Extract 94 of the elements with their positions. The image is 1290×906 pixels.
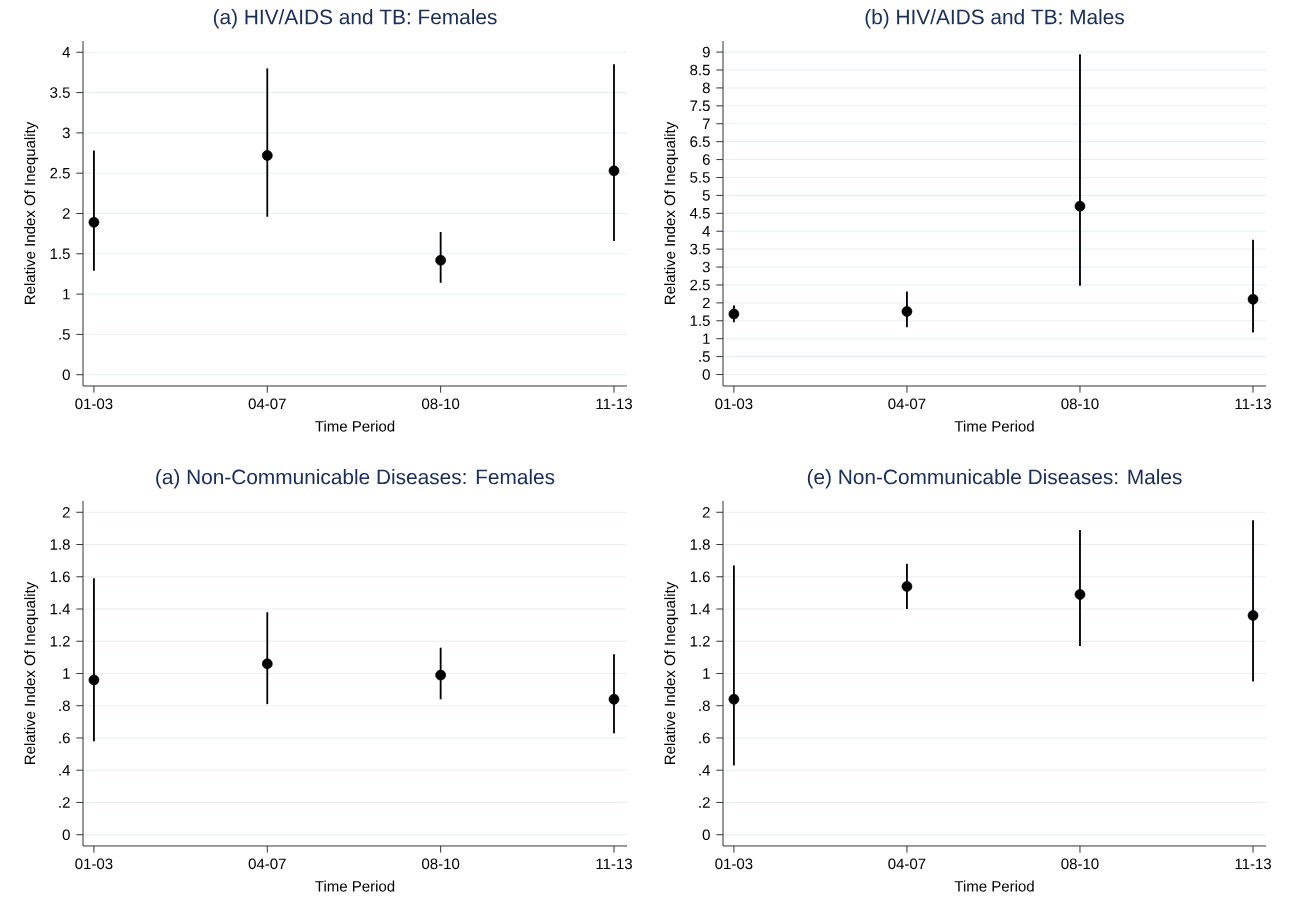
- y-axis-title: Relative Index Of Inequality: [24, 581, 39, 764]
- x-axis-title: Time Period: [315, 420, 395, 432]
- y-tick-label: 1.6: [50, 571, 70, 583]
- y-tick-label: 1.2: [690, 636, 710, 647]
- x-tick-label: 01-03: [75, 398, 113, 410]
- point: [435, 254, 446, 266]
- x-tick-label: 04-07: [888, 858, 926, 870]
- y-tick-label: 1: [703, 668, 710, 679]
- y-tick-label: 2.5: [690, 279, 710, 291]
- y-axis-title: Relative Index Of Inequality: [664, 121, 679, 304]
- chart-title: (a) Non-Communicable Diseases: Females: [156, 469, 555, 489]
- point: [608, 165, 620, 177]
- y-tick-label: 3.5: [690, 243, 710, 255]
- y-tick-label: 2.5: [50, 167, 70, 179]
- y-tick-label: 0: [702, 829, 710, 841]
- x-tick-label: 08-10: [1061, 858, 1099, 870]
- y-tick-label: 1.5: [50, 248, 70, 260]
- y-tick-label: 3.5: [50, 87, 70, 98]
- point: [1247, 610, 1259, 621]
- y-tick-label: .5: [699, 351, 710, 362]
- y-tick-label: 1.4: [690, 603, 710, 615]
- x-tick-label: 01-03: [75, 858, 113, 870]
- point: [88, 217, 100, 228]
- x-tick-label: 08-10: [1061, 398, 1099, 410]
- y-tick-label: 3: [62, 127, 70, 139]
- chart-title: (b) HIV/AIDS and TB: Males: [865, 9, 1124, 29]
- point: [88, 674, 100, 686]
- y-tick-label: 1.5: [690, 315, 710, 327]
- y-tick-label: .2: [59, 797, 70, 808]
- y-tick-label: .4: [699, 765, 710, 776]
- y-axis-title: Relative Index Of Inequality: [664, 581, 679, 764]
- y-tick-label: 1.2: [50, 636, 70, 647]
- point: [1247, 293, 1259, 305]
- y-tick-label: .6: [699, 732, 710, 744]
- x-tick-label: 04-07: [248, 858, 286, 870]
- point: [1074, 200, 1086, 212]
- point: [435, 669, 446, 681]
- y-tick-label: 1: [63, 288, 70, 300]
- point: [728, 693, 740, 705]
- y-tick-label: 4.5: [689, 208, 710, 219]
- x-axis-title: Time Period: [954, 420, 1034, 432]
- y-tick-label: 5: [702, 190, 710, 201]
- y-tick-label: 2: [702, 507, 710, 518]
- x-tick-label: 11-13: [1235, 858, 1271, 870]
- x-axis-title: Time Period: [954, 880, 1034, 892]
- chart-title: (e) Non-Communicable Diseases: Males: [807, 469, 1182, 489]
- y-tick-label: 5.5: [690, 172, 710, 183]
- y-tick-label: 0: [702, 369, 710, 380]
- y-tick-label: 6.5: [690, 136, 710, 147]
- x-tick-label: 04-07: [888, 398, 926, 410]
- x-tick-label: 01-03: [715, 398, 753, 410]
- x-tick-label: 08-10: [422, 858, 460, 870]
- y-tick-label: 0: [62, 829, 70, 841]
- y-tick-label: 8.5: [690, 64, 710, 76]
- y-tick-label: 2: [62, 507, 70, 518]
- x-tick-label: 11-13: [596, 398, 632, 410]
- y-tick-label: 1.6: [690, 571, 710, 583]
- y-tick-label: 2: [62, 208, 70, 219]
- y-tick-label: 6: [702, 154, 710, 165]
- x-tick-label: 01-03: [715, 858, 753, 870]
- point: [901, 306, 913, 317]
- y-tick-label: .4: [59, 765, 71, 776]
- x-tick-label: 04-07: [248, 398, 286, 410]
- point: [901, 581, 913, 592]
- x-tick-label: 11-13: [596, 858, 632, 870]
- y-tick-label: 1.4: [50, 603, 71, 615]
- y-axis-title: Relative Index Of Inequality: [24, 121, 39, 304]
- y-tick-label: 1.8: [690, 539, 710, 550]
- y-tick-label: 9: [702, 46, 710, 58]
- y-tick-label: 8: [702, 82, 710, 94]
- y-tick-label: 3: [702, 261, 710, 273]
- y-tick-label: 4: [702, 226, 710, 237]
- y-tick-label: 1.8: [50, 539, 70, 550]
- y-tick-label: .2: [699, 797, 710, 808]
- y-tick-label: 1: [63, 668, 70, 679]
- point: [1074, 589, 1086, 600]
- point: [728, 308, 740, 320]
- y-tick-label: 7.5: [690, 100, 710, 112]
- y-tick-label: 1: [703, 333, 710, 344]
- y-tick-label: 7: [702, 118, 710, 129]
- point: [261, 658, 273, 670]
- y-tick-label: .5: [59, 329, 70, 340]
- x-tick-label: 11-13: [1235, 398, 1271, 410]
- chart-title: (a) HIV/AIDS and TB: Females: [213, 9, 497, 29]
- point: [261, 150, 273, 161]
- y-tick-label: 2: [702, 297, 710, 309]
- y-tick-label: .8: [59, 700, 70, 712]
- y-tick-label: 4: [62, 47, 71, 58]
- y-tick-label: 0: [62, 369, 70, 381]
- x-tick-label: 08-10: [422, 398, 460, 410]
- y-tick-label: .8: [699, 700, 710, 712]
- x-axis-title: Time Period: [315, 880, 395, 892]
- point: [608, 693, 620, 705]
- y-tick-label: .6: [59, 732, 70, 744]
